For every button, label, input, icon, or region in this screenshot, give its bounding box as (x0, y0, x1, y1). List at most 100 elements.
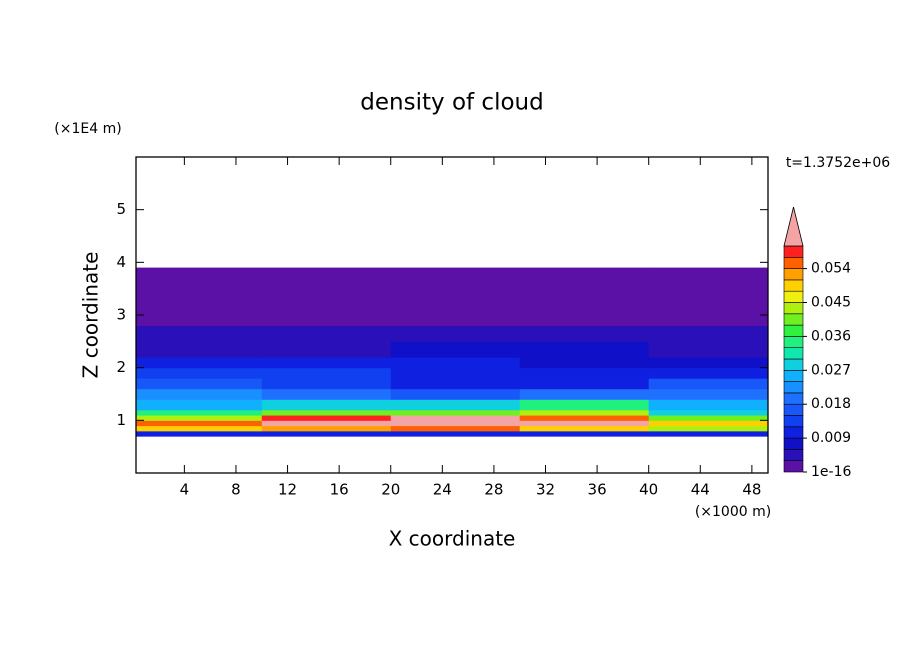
colorbar-box (783, 268, 804, 281)
colorbar-box (783, 302, 804, 315)
x-tick-label: 28 (484, 481, 503, 499)
field-cell (648, 430, 769, 437)
field-cell (519, 304, 650, 327)
colorbar-box (783, 415, 804, 428)
colorbar-box (783, 426, 804, 439)
field-cell (648, 409, 769, 416)
field-cell (648, 399, 769, 411)
colorbar-box (783, 358, 804, 371)
y-tick-label: 1 (116, 411, 126, 429)
field-cell (261, 341, 392, 358)
y-tick-label: 2 (116, 358, 126, 376)
field-cell (390, 304, 521, 327)
field-cell (648, 425, 769, 432)
field-cell (519, 409, 650, 416)
chart-title: density of cloud (360, 90, 543, 116)
colorbar-box (783, 437, 804, 450)
field-cell (261, 415, 392, 421)
x-tick-label: 4 (180, 481, 190, 499)
colorbar-tick-label: 0.018 (811, 396, 851, 412)
field-cell (390, 409, 521, 416)
colorbar-box (783, 369, 804, 382)
x-tick-label: 16 (330, 481, 349, 499)
field-cell (648, 341, 769, 358)
field-cell (136, 341, 263, 358)
field-cell (261, 420, 392, 427)
field-cell (390, 415, 521, 421)
field-cell (648, 378, 769, 390)
colorbar-tick-label: 0.009 (811, 430, 851, 446)
field-cell (261, 357, 392, 369)
field-cell (519, 430, 650, 437)
field-cell (136, 425, 263, 432)
field-cell (390, 367, 521, 379)
field-cell (390, 425, 521, 432)
field-cell (390, 388, 521, 400)
field-cell (136, 415, 263, 421)
colorbar-box (783, 336, 804, 348)
field-cell (261, 409, 392, 416)
colorbar-box (783, 347, 804, 360)
colorbar-tick-label: 0.036 (811, 328, 851, 344)
field-cell (261, 378, 392, 390)
field-cell (390, 325, 521, 342)
field-cell (136, 357, 263, 369)
field-cell (648, 420, 769, 427)
field-cell (261, 399, 392, 411)
colorbar-box (783, 279, 804, 292)
field-cell (390, 357, 521, 369)
field-cell (648, 388, 769, 400)
field-cell (519, 367, 650, 379)
field-cell (390, 341, 521, 358)
field-cell (648, 415, 769, 421)
field-cell (390, 378, 521, 390)
field-cell (519, 357, 650, 369)
field-cell (648, 367, 769, 379)
y-tick-label: 3 (116, 306, 126, 324)
x-tick-label: 24 (433, 481, 452, 499)
field-cell (648, 325, 769, 342)
x-unit: (×1000 m) (695, 504, 771, 520)
field-cell (261, 267, 392, 305)
x-axis-label: X coordinate (389, 527, 516, 551)
field-cell (390, 430, 521, 437)
x-tick-label: 12 (278, 481, 297, 499)
field-cell (136, 304, 263, 327)
field-cell (261, 430, 392, 437)
y-axis-label: Z coordinate (79, 252, 103, 379)
field-cell (390, 399, 521, 411)
x-tick-label: 8 (231, 481, 241, 499)
x-tick-label: 40 (639, 481, 658, 499)
field-cell (261, 388, 392, 400)
field-cell (136, 267, 263, 305)
field-cell (519, 267, 650, 305)
colorbar-box (783, 449, 804, 461)
colorbar-tick-label: 0.027 (811, 362, 851, 378)
field-cell (648, 304, 769, 327)
x-tick-label: 32 (536, 481, 555, 499)
field-cell (136, 420, 263, 427)
field-cell (519, 425, 650, 432)
colorbar-tick-label: 0.054 (811, 261, 851, 277)
x-tick-label: 20 (381, 481, 400, 499)
field-cell (136, 325, 263, 342)
field-cell (261, 425, 392, 432)
y-tick-label: 4 (116, 253, 126, 271)
colorbar-box (783, 460, 804, 473)
field-cell (519, 420, 650, 427)
field-cell (136, 409, 263, 416)
field-cell (136, 399, 263, 411)
field-cell (390, 420, 521, 427)
y-unit: (×1E4 m) (54, 121, 121, 137)
field-cell (136, 430, 263, 437)
field-cell (519, 341, 650, 358)
time-label: t=1.3752e+06 (786, 155, 890, 171)
colorbar-box (783, 313, 804, 326)
field-cell (519, 325, 650, 342)
field-cell (136, 367, 263, 379)
field-cell (648, 267, 769, 305)
field-cell (519, 378, 650, 390)
colorbar-box (783, 245, 804, 258)
field-cell (519, 415, 650, 421)
